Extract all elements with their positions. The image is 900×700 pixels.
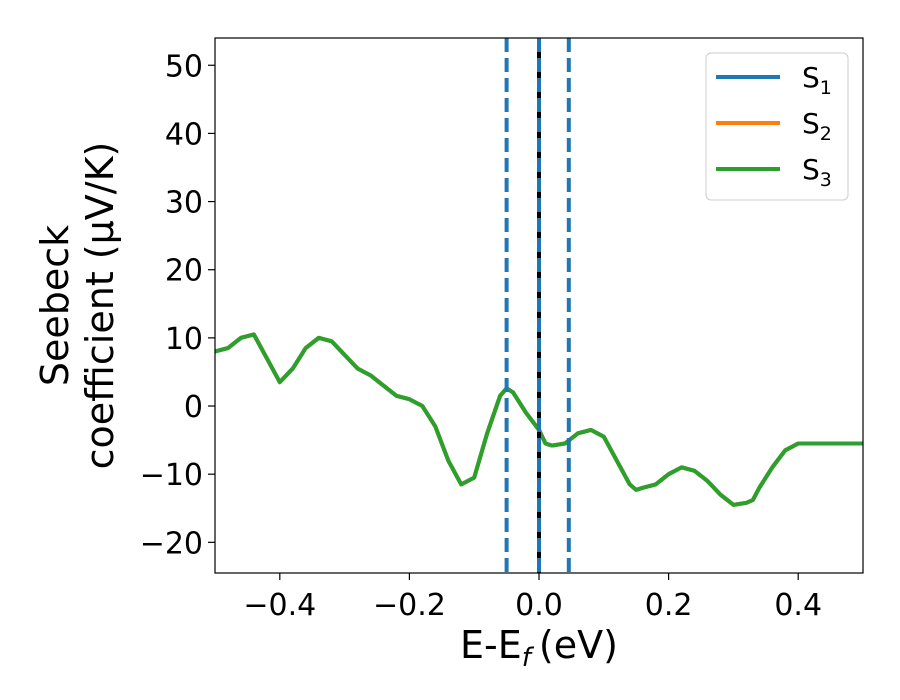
series-line-s3 xyxy=(215,332,863,507)
y-axis-label-line1: Seebeck xyxy=(33,225,77,386)
legend-label-s3: S3 xyxy=(802,153,832,191)
x-tick-label: 0.4 xyxy=(774,588,822,623)
legend: S1 S2 S3 xyxy=(705,52,849,201)
x-axis-label-subscript: f xyxy=(522,643,535,673)
y-tick-label: −20 xyxy=(140,526,203,561)
y-tick-label: 0 xyxy=(184,390,203,425)
x-tick-label: −0.4 xyxy=(243,588,316,623)
y-tick-label: −10 xyxy=(140,458,203,493)
y-tick-label: 40 xyxy=(165,117,203,152)
legend-box xyxy=(705,52,849,201)
x-tick-label: 0.0 xyxy=(515,588,563,623)
y-tick-label: 20 xyxy=(165,254,203,289)
y-axis: −20 −10 0 10 20 30 40 50 xyxy=(140,49,215,561)
plot-area xyxy=(215,38,863,573)
legend-label-s2: S2 xyxy=(802,107,832,145)
y-tick-label: 50 xyxy=(165,49,203,84)
legend-label-s1: S1 xyxy=(802,61,832,99)
x-axis-label-unit: (eV) xyxy=(539,623,618,667)
x-axis-label-base: E-E xyxy=(460,623,522,667)
y-axis-label: Seebeck coefficient (μV/K) xyxy=(33,142,122,470)
y-tick-label: 10 xyxy=(165,322,203,357)
y-tick-label: 30 xyxy=(165,186,203,221)
y-axis-label-line2: coefficient (μV/K) xyxy=(78,142,122,470)
x-axis: −0.4 −0.2 0.0 0.2 0.4 xyxy=(243,573,822,623)
x-axis-label: E-Ef (eV) xyxy=(460,623,618,673)
x-tick-label: −0.2 xyxy=(373,588,446,623)
x-tick-label: 0.2 xyxy=(645,588,693,623)
